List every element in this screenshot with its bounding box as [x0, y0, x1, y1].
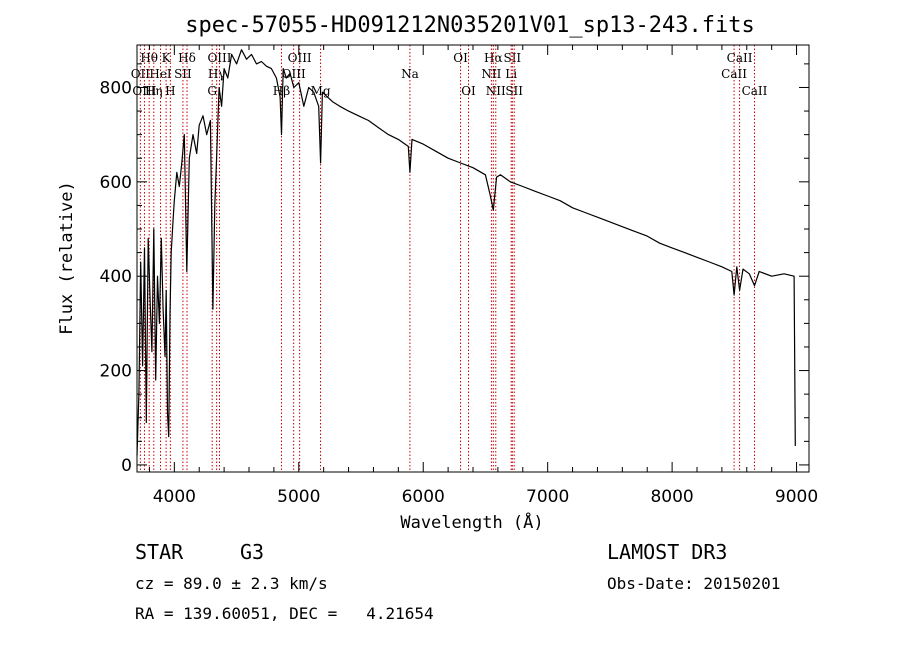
spectral-line-label: NII [481, 67, 501, 81]
spectral-line-label: CaII [721, 67, 747, 81]
axis-ticks: 4000 5000 6000 7000 8000 9000 0 200 400 600 800 [100, 45, 818, 507]
spectral-line-label: SII [503, 51, 521, 65]
coordinates: RA = 139.60051, DEC = 4.21654 [135, 604, 434, 623]
spectral-line-label: Li [505, 67, 517, 81]
spectral-line-label: HeI [149, 67, 172, 81]
y-tick-label: 400 [100, 267, 132, 287]
spectral-line-label: OIII [207, 51, 231, 65]
chart-title: spec-57055-HD091212N035201V01_sp13-243.f… [185, 13, 755, 38]
observation-date: Obs-Date: 20150201 [607, 574, 781, 593]
y-axis-label: Flux (relative) [57, 181, 77, 335]
spectral-line-label: OI [453, 51, 468, 65]
spectral-line-label: SII [174, 67, 192, 81]
spectral-line-label: Hα [484, 51, 503, 65]
spectral-line-label: OIII [282, 67, 306, 81]
spectral-line-label: K [162, 51, 172, 65]
spectral-line-label: OI [461, 84, 476, 98]
spectral-line-label: Hδ [178, 51, 196, 65]
spectral-line-label: Hθ [140, 51, 158, 65]
x-axis-label: Wavelength (Å) [400, 511, 543, 533]
plot-frame [136, 44, 810, 473]
spectral-line-label: SII [505, 84, 523, 98]
spectral-line-label: NII [486, 84, 506, 98]
subclass: G3 [240, 540, 265, 564]
x-tick-label: 8000 [650, 487, 693, 507]
x-tick-label: 6000 [402, 487, 445, 507]
y-tick-label: 200 [100, 362, 132, 382]
spectral-line-label: H [165, 84, 175, 98]
spectral-line-label: CaII [727, 51, 753, 65]
redshift-velocity: cz = 89.0 ± 2.3 km/s [135, 574, 328, 593]
y-tick-label: 0 [121, 456, 132, 476]
spectral-line-label: CaII [742, 84, 768, 98]
series-layer [136, 49, 796, 456]
spectral-line-label: Mg [311, 84, 331, 98]
x-tick-label: 4000 [153, 487, 196, 507]
object-type: STAR [135, 540, 184, 564]
spectral-line-label: Hη [145, 84, 163, 98]
survey-name: LAMOST DR3 [607, 540, 728, 564]
spectral-line-label: OII [131, 67, 151, 81]
x-tick-label: 5000 [277, 487, 320, 507]
x-tick-label: 9000 [775, 487, 818, 507]
spectral-line-label: Na [401, 67, 419, 81]
y-tick-label: 800 [100, 78, 132, 98]
spectral-line-label: G [207, 84, 217, 98]
spectral-line-label: OIII [288, 51, 312, 65]
y-tick-label: 600 [100, 173, 132, 193]
series-line-flux [136, 49, 796, 456]
x-tick-label: 7000 [526, 487, 569, 507]
spectral-line-label: Hβ [273, 84, 290, 98]
